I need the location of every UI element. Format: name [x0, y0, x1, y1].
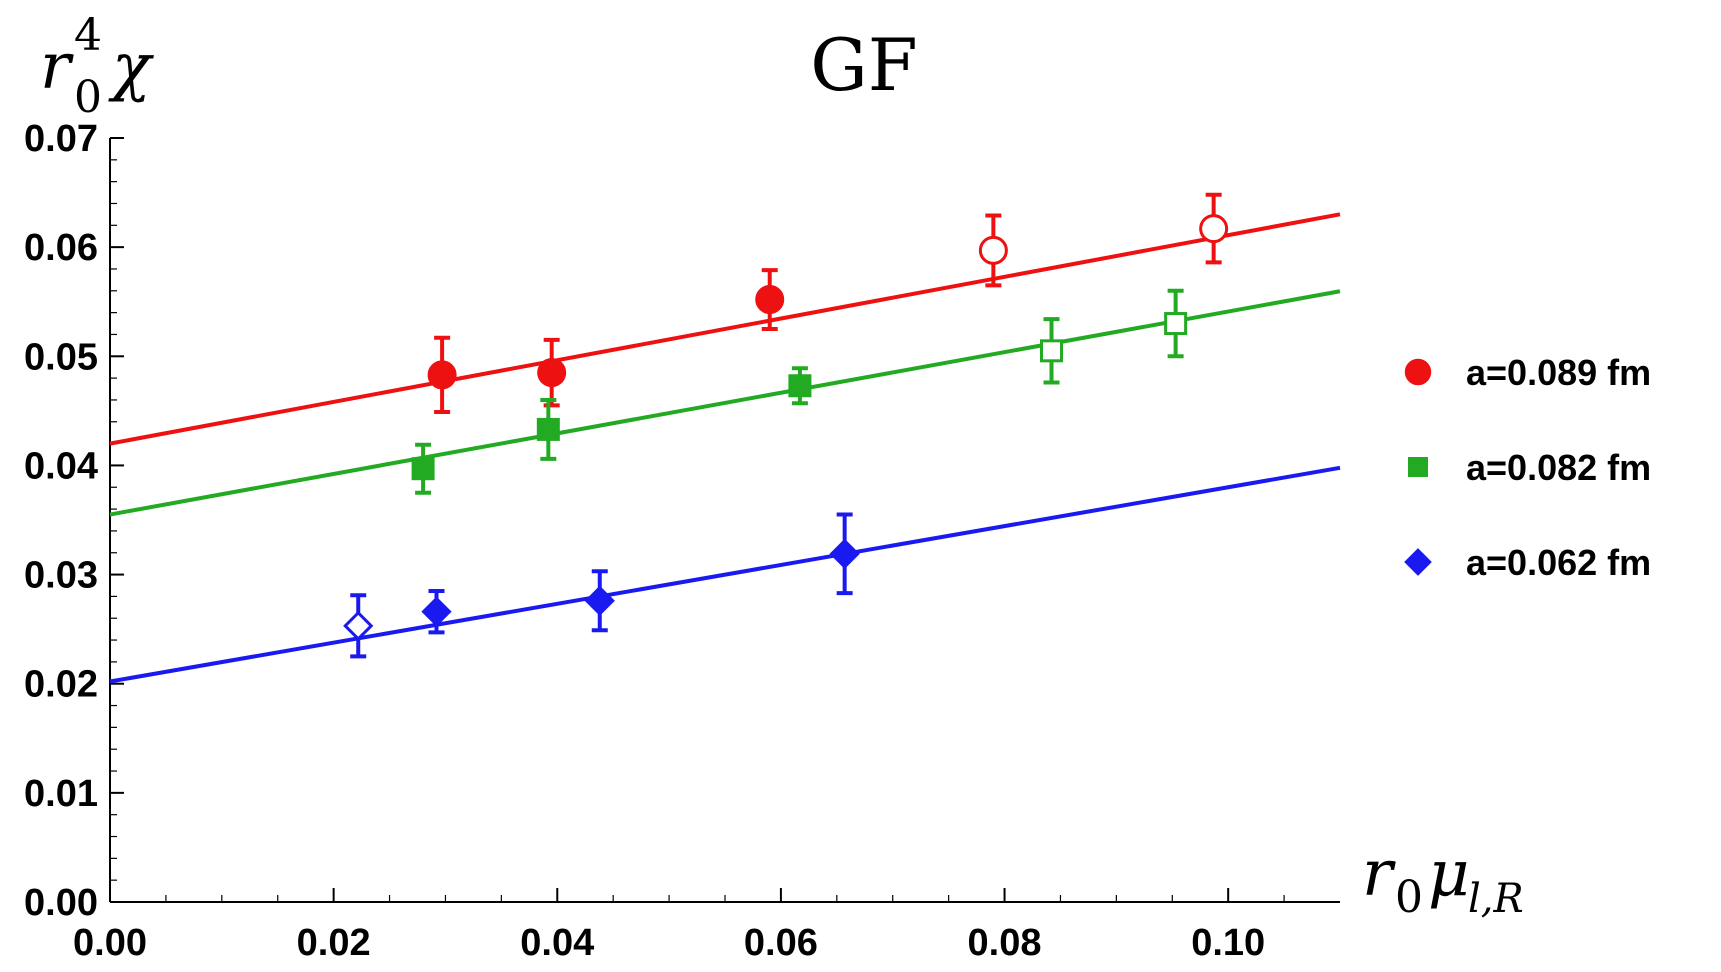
axis-ticks: 0.00 0.02 0.04 0.06 0.08 0.10 0.00 0.01 0.02 0.03…: [24, 118, 1285, 964]
legend-label: a=0.082 fm: [1466, 447, 1651, 488]
data-point: [1040, 317, 1064, 385]
x-axis-label: r 0 μ l,R: [1362, 837, 1524, 923]
y-axis-label: r 4 0 χ: [40, 10, 154, 123]
legend-label: a=0.089 fm: [1466, 352, 1651, 393]
x-label-base: r: [1362, 837, 1396, 911]
point-marker: [343, 610, 374, 641]
data-points: [343, 192, 1229, 659]
y-tick-label: 0.06: [24, 227, 98, 269]
data-point: [536, 397, 560, 461]
point-marker: [1164, 312, 1188, 336]
point-marker: [978, 235, 1008, 265]
y-tick-label: 0.04: [24, 445, 98, 487]
point-marker: [537, 358, 567, 388]
data-point: [978, 213, 1008, 288]
y-label-symbol: χ: [108, 30, 154, 104]
data-point: [411, 442, 435, 495]
data-point: [427, 335, 457, 414]
data-point: [788, 366, 812, 406]
x-tick-label: 0.10: [1191, 922, 1265, 964]
data-point: [343, 593, 374, 659]
y-label-base: r: [40, 30, 74, 104]
y-label-sup: 4: [74, 10, 102, 61]
point-marker: [421, 596, 452, 627]
point-marker: [427, 360, 457, 390]
legend-item: a=0.082 fm: [1408, 447, 1651, 488]
y-tick-label: 0.03: [24, 555, 98, 597]
data-point: [755, 268, 785, 331]
point-marker: [755, 285, 785, 315]
data-point: [421, 588, 452, 635]
point-marker: [1040, 339, 1064, 363]
y-tick-label: 0.07: [24, 118, 98, 160]
y-label-sub: 0: [74, 72, 102, 123]
y-tick-label: 0.00: [24, 882, 98, 924]
legend-marker: [1408, 457, 1428, 477]
legend-marker: [1404, 358, 1432, 386]
y-tick-label: 0.02: [24, 664, 98, 706]
data-point: [1164, 288, 1188, 359]
legend-marker: [1404, 548, 1432, 576]
x-tick-label: 0.00: [73, 922, 147, 964]
data-point: [1199, 192, 1229, 265]
point-marker: [788, 374, 812, 398]
data-point: [829, 512, 860, 596]
x-label-sub: 0: [1395, 872, 1423, 923]
fit-line-0: [109, 212, 1341, 446]
x-tick-label: 0.02: [297, 922, 371, 964]
point-marker: [1199, 214, 1229, 244]
y-tick-label: 0.05: [24, 336, 98, 378]
x-tick-label: 0.08: [968, 922, 1042, 964]
legend-item: a=0.062 fm: [1404, 542, 1651, 583]
data-point: [584, 569, 615, 633]
x-label-sub2: l,R: [1468, 876, 1524, 922]
point-marker: [536, 417, 560, 441]
point-marker: [584, 585, 615, 616]
x-tick-label: 0.04: [520, 922, 594, 964]
x-label-symbol: μ: [1428, 837, 1470, 911]
legend-item: a=0.089 fm: [1404, 352, 1651, 393]
data-point: [537, 337, 567, 408]
legend: a=0.089 fm a=0.082 fm a=0.062 fm: [1404, 352, 1651, 583]
fit-line-1: [109, 289, 1341, 517]
fit-line-2: [109, 465, 1341, 684]
point-marker: [411, 457, 435, 481]
point-marker: [829, 538, 860, 569]
legend-label: a=0.062 fm: [1466, 542, 1651, 583]
y-tick-label: 0.01: [24, 773, 98, 815]
x-tick-label: 0.06: [744, 922, 818, 964]
fit-lines: [109, 212, 1341, 684]
chart-title: GF: [810, 23, 917, 107]
